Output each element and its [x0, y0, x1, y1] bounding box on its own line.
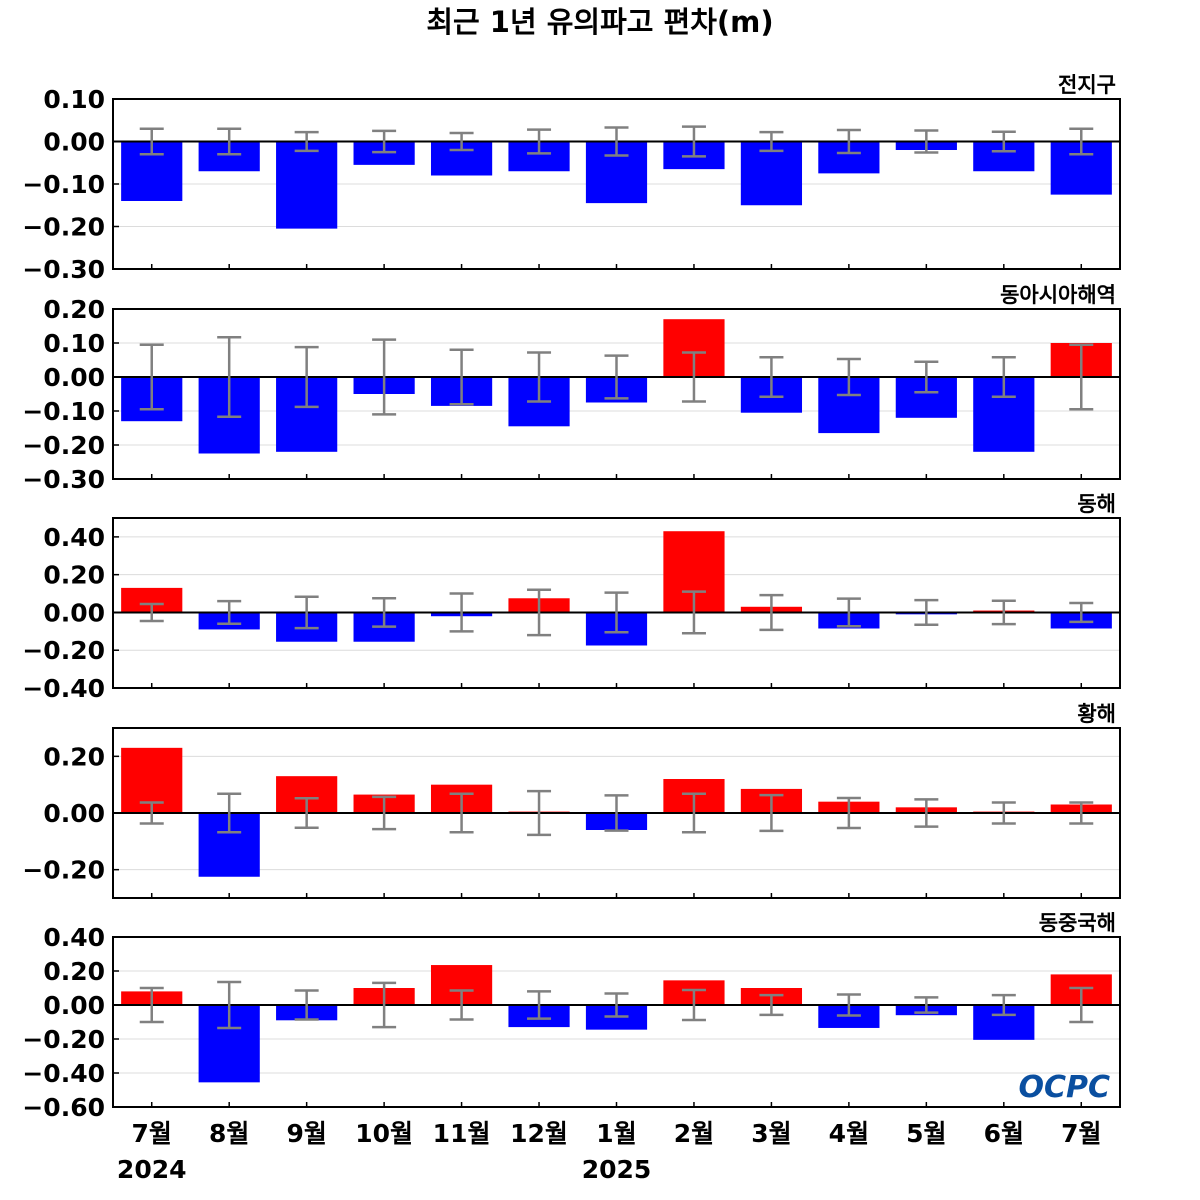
y-tick-label: −0.10: [22, 397, 105, 426]
x-tick-label: 2월: [674, 1119, 714, 1148]
x-tick-label: 6월: [984, 1119, 1024, 1148]
year-label: 2024: [117, 1155, 187, 1184]
panel-title: 동중국해: [1039, 911, 1116, 935]
panel-frame: [112, 936, 1121, 1108]
year-label: 2025: [582, 1155, 652, 1184]
panel-title: 황해: [1077, 702, 1116, 726]
panel-5: 0.40 0.20 0.00 −0.20 −0.40 −0.60 동중국해: [22, 911, 1121, 1122]
panel-2: 0.20 0.10 0.00 −0.10 −0.20 −0.30 동아시아해역: [22, 283, 1121, 494]
y-tick-label: −0.10: [22, 170, 105, 199]
y-tick-label: −0.20: [22, 856, 105, 885]
panel-title: 동해: [1077, 492, 1116, 516]
y-tick-label: 0.20: [43, 742, 105, 771]
x-tick-label: 9월: [286, 1119, 326, 1148]
panel-1: 0.10 0.00 −0.10 −0.20 −0.30 전지구: [22, 73, 1121, 284]
y-tick-label: 0.20: [43, 295, 105, 324]
y-tick-label: 0.00: [43, 128, 105, 157]
x-tick-label: 5월: [906, 1119, 946, 1148]
x-axis-labels: 7월 8월 9월 10월 11월 12월 1월 2월 3월 4월 5월 6월 7월 2024 2025: [117, 1119, 1102, 1184]
y-tick-label: −0.30: [22, 255, 105, 284]
panel-4: 0.20 0.00 −0.20 황해: [22, 702, 1121, 899]
x-tick-label: 7월: [132, 1119, 172, 1148]
y-tick-label: 0.00: [43, 598, 105, 627]
x-tick-label: 12월: [510, 1119, 568, 1148]
y-tick-label: −0.20: [22, 431, 105, 460]
y-tick-label: 0.40: [43, 523, 105, 552]
ocpc-logo: OCPC: [1018, 1070, 1110, 1105]
y-tick-label: −0.60: [22, 1093, 105, 1122]
y-tick-label: 0.10: [43, 85, 105, 114]
panel-3: 0.40 0.20 0.00 −0.20 −0.40 동해: [22, 492, 1121, 703]
y-tick-label: −0.20: [22, 213, 105, 242]
x-tick-label: 3월: [751, 1119, 791, 1148]
y-tick-label: −0.30: [22, 465, 105, 494]
panels-group: 0.10 0.00 −0.10 −0.20 −0.30 전지구 0.20 0.10 0.00 −0…: [22, 73, 1121, 1122]
y-tick-label: 0.20: [43, 957, 105, 986]
y-tick-label: 0.00: [43, 799, 105, 828]
x-tick-label: 1월: [596, 1119, 636, 1148]
y-tick-label: −0.20: [22, 1025, 105, 1054]
y-tick-label: −0.40: [22, 1059, 105, 1088]
panel-frame: [112, 308, 1121, 480]
chart-title: 최근 1년 유의파고 편차(m): [426, 5, 773, 39]
x-tick-label: 10월: [355, 1119, 413, 1148]
y-tick-label: −0.40: [22, 674, 105, 703]
panel-title: 동아시아해역: [1000, 283, 1116, 307]
x-tick-label: 4월: [829, 1119, 869, 1148]
y-tick-label: 0.10: [43, 329, 105, 358]
panel-frame: [112, 517, 1121, 689]
bar: [740, 141, 803, 206]
y-tick-label: −0.20: [22, 636, 105, 665]
x-tick-label: 7월: [1061, 1119, 1101, 1148]
x-tick-label: 11월: [433, 1119, 491, 1148]
x-tick-label: 8월: [209, 1119, 249, 1148]
y-tick-label: 0.00: [43, 991, 105, 1020]
panel-title: 전지구: [1058, 73, 1116, 97]
bar: [276, 141, 338, 229]
y-tick-label: 0.40: [43, 923, 105, 952]
y-tick-label: 0.00: [43, 363, 105, 392]
y-tick-label: 0.20: [43, 561, 105, 590]
